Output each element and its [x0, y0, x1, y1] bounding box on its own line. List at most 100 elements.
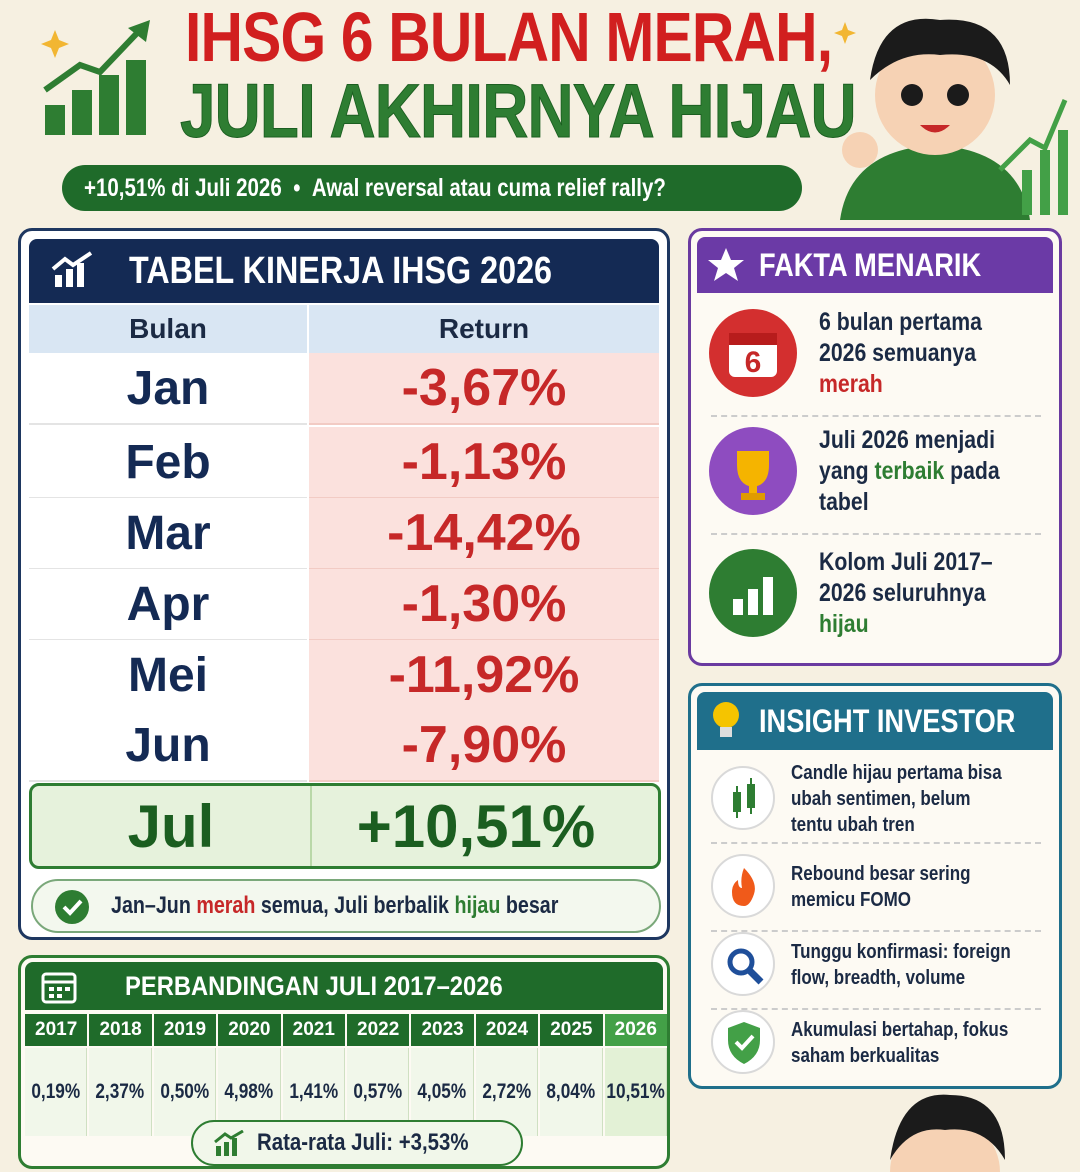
- title-text: JULI AKHIRNYA HIJAU: [180, 69, 857, 154]
- column-header: Bulan: [29, 305, 307, 353]
- divider: [711, 533, 1041, 535]
- insight-text-inner: Tunggu konfirmasi: foreign flow, breadth…: [791, 941, 1011, 989]
- year-cell: 2019: [153, 1014, 217, 1046]
- facts-title: FAKTA MENARIK: [759, 246, 982, 283]
- month-cell: Jan: [29, 353, 307, 425]
- insight-text: Rebound besar sering memicu FOMO: [791, 846, 1053, 928]
- subtitle-sep: •: [293, 173, 301, 202]
- fact-text-inner: Kolom Juli 2017–2026 seluruhnya hijau: [819, 547, 1015, 640]
- insight-text-inner: Candle hijau pertama bisa ubah sentimen,…: [791, 762, 1002, 836]
- value-cell: 2,37%: [89, 1048, 152, 1136]
- insight-icon: [711, 766, 775, 830]
- return-cell: -1,30%: [309, 569, 659, 641]
- fact-icon: [709, 427, 797, 515]
- chart-icon: [51, 251, 93, 287]
- divider: [711, 1008, 1041, 1010]
- chart-icon-left: [41, 20, 856, 135]
- subtitle-right: Awal reversal atau cuma relief rally?: [311, 173, 666, 202]
- value-text: 0,19%: [31, 1080, 81, 1103]
- fact-text: 6 bulan pertama 2026 semuanya merah: [819, 303, 1049, 403]
- highlight-row: Jul +10,51%: [29, 783, 661, 869]
- divider: [711, 842, 1041, 844]
- fact-icon: 6: [709, 309, 797, 397]
- text-part: 6 bulan pertama 2026 semuanya: [819, 307, 982, 367]
- fact-text-inner: 6 bulan pertama 2026 semuanya merah: [819, 307, 1015, 400]
- facts-header: FAKTA MENARIK: [697, 237, 1053, 293]
- table-note: Jan–Jun merah semua, Juli berbalik hijau…: [31, 879, 661, 933]
- table-title: TABEL KINERJA IHSG 2026: [129, 249, 553, 292]
- return-cell: -11,92%: [309, 640, 659, 712]
- year-cell: 2017: [25, 1014, 88, 1046]
- average-pill: Rata-rata Juli: +3,53%: [191, 1120, 523, 1166]
- value-text: 0,50%: [160, 1080, 209, 1103]
- text-part: besar: [500, 892, 559, 919]
- value-cell: 8,04%: [540, 1048, 603, 1136]
- text-part: pada tabel: [819, 456, 1000, 516]
- year-cell: 2023: [411, 1014, 474, 1046]
- check-icon: [55, 890, 89, 924]
- return-cell: -7,90%: [309, 710, 659, 782]
- value-text: 2,37%: [95, 1080, 145, 1103]
- value-text: 2,72%: [482, 1080, 531, 1103]
- bulb-icon: [709, 700, 743, 742]
- star-icon: [707, 247, 745, 283]
- insight-text: Akumulasi bertahap, fokus saham berkuali…: [791, 1002, 1053, 1084]
- fact-text-inner: Juli 2026 menjadi yang terbaik pada tabe…: [819, 425, 1015, 518]
- value-text: 4,05%: [417, 1080, 467, 1103]
- insight-text: Tunggu konfirmasi: foreign flow, breadth…: [791, 924, 1053, 1006]
- month-cell: Jun: [29, 710, 307, 782]
- value-text: 10,51%: [606, 1080, 665, 1103]
- year-cell: 2025: [540, 1014, 603, 1046]
- title-line-2: JULI AKHIRNYA HIJAU: [180, 69, 984, 154]
- text-part: hijau: [454, 892, 501, 919]
- comparison-panel: PERBANDINGAN JULI 2017–2026 2017 0,19% 2018…: [18, 955, 670, 1169]
- year-cell: 2021: [282, 1014, 345, 1046]
- insight-text: Candle hijau pertama bisa ubah sentimen,…: [791, 758, 1053, 840]
- year-cell: 2018: [89, 1014, 152, 1046]
- divider: [711, 415, 1041, 417]
- avg-icon: [213, 1129, 245, 1158]
- value-cell: 0,19%: [25, 1048, 88, 1136]
- year-cell: 2024: [475, 1014, 539, 1046]
- subtitle: +10,51% di Juli 2026 • Awal reversal atau …: [84, 174, 666, 203]
- text-part: Kolom Juli 2017–2026 seluruhnya: [819, 547, 993, 607]
- calendar-number: 6: [744, 346, 762, 379]
- column-header: Return: [309, 305, 659, 353]
- text-part: merah: [819, 369, 883, 398]
- return-cell: -1,13%: [309, 427, 659, 499]
- comparison-title: PERBANDINGAN JULI 2017–2026: [125, 970, 503, 1001]
- calendar-icon: [41, 970, 77, 1004]
- insight-text-inner: Rebound besar sering memicu FOMO: [791, 863, 971, 911]
- facts-panel: FAKTA MENARIK 6 6 bulan pertama 2026 semua…: [688, 228, 1062, 666]
- subtitle-pill: +10,51% di Juli 2026 • Awal reversal atau …: [62, 165, 802, 211]
- average-text: Rata-rata Juli: +3,53%: [257, 1129, 469, 1156]
- text-part: terbaik: [874, 456, 945, 485]
- text-part: Juli 2026 menjadi yang: [819, 425, 995, 485]
- note-text: Jan–Jun merah semua, Juli berbalik hijau…: [111, 892, 558, 920]
- return-cell: +10,51%: [310, 786, 640, 866]
- insight-panel: INSIGHT INVESTOR Candle hijau pertama bis…: [688, 683, 1062, 1089]
- subtitle-left: +10,51% di Juli 2026: [84, 173, 282, 202]
- text-part: Jan–Jun: [111, 892, 197, 919]
- table-header: TABEL KINERJA IHSG 2026: [29, 239, 659, 303]
- value-text: 0,57%: [353, 1080, 403, 1103]
- value-text: 1,41%: [288, 1080, 338, 1103]
- table-panel: TABEL KINERJA IHSG 2026 Bulan Return Jan -3,…: [18, 228, 670, 940]
- month-cell: Jul: [127, 792, 215, 860]
- year-cell: 2022: [347, 1014, 410, 1046]
- fact-text: Juli 2026 menjadi yang terbaik pada tabe…: [819, 421, 1049, 521]
- value-text: 4,98%: [224, 1080, 274, 1103]
- text-part: hijau: [819, 609, 869, 638]
- title-line-1: IHSG 6 BULAN MERAH,: [185, 0, 955, 75]
- comparison-header: PERBANDINGAN JULI 2017–2026: [25, 962, 663, 1010]
- insight-header: INSIGHT INVESTOR: [697, 692, 1053, 750]
- insight-title: INSIGHT INVESTOR: [759, 702, 1016, 739]
- text-part: merah: [196, 892, 256, 919]
- table-icon: [51, 251, 97, 289]
- divider: [711, 930, 1041, 932]
- fact-icon: [709, 549, 797, 637]
- year-cell: 2026: [604, 1014, 667, 1046]
- insight-text-inner: Akumulasi bertahap, fokus saham berkuali…: [791, 1019, 1009, 1067]
